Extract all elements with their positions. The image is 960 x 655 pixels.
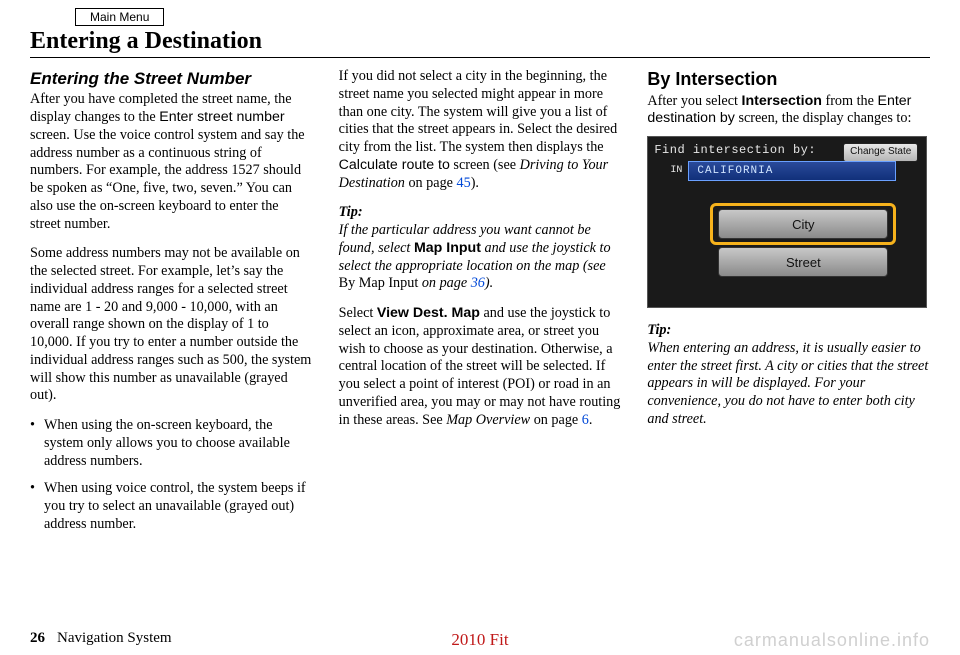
main-menu-button[interactable]: Main Menu	[75, 8, 164, 26]
by-map-input-term: By Map Input	[339, 275, 419, 291]
intersection-term: Intersection	[742, 93, 822, 109]
text: screen. Use the voice control system and…	[30, 127, 305, 232]
nav-city-button[interactable]: City	[718, 209, 888, 239]
col1-para-1: After you have completed the street name…	[30, 91, 313, 233]
col1-heading: Entering the Street Number	[30, 68, 313, 89]
text: When entering an address, it is usually …	[647, 340, 928, 427]
col3-heading: By Intersection	[647, 68, 930, 91]
text: ).	[471, 175, 479, 191]
page-ref-36[interactable]: 36	[471, 275, 485, 291]
text: screen (see	[450, 157, 520, 173]
col2-para-1: If you did not select a city in the begi…	[339, 68, 622, 192]
heading-rule	[30, 57, 930, 58]
column-1: Entering the Street Number After you hav…	[30, 68, 313, 546]
nav-in-label: IN	[670, 165, 682, 178]
col1-list: When using the on-screen keyboard, the s…	[30, 417, 313, 534]
tip-label: Tip:	[647, 322, 671, 338]
text: If you did not select a city in the begi…	[339, 68, 618, 155]
enter-street-number-term: Enter street number	[159, 109, 284, 125]
page-number: 26	[30, 630, 45, 647]
nav-screenshot: Find intersection by: Change State IN CA…	[647, 136, 927, 308]
watermark: carmanualsonline.info	[734, 630, 930, 651]
page-title: Entering a Destination	[30, 28, 930, 55]
tip-label: Tip:	[339, 204, 363, 220]
text: ).	[485, 275, 493, 291]
footer: 26 Navigation System 2010 Fit carmanuals…	[30, 630, 930, 647]
change-state-button[interactable]: Change State	[843, 143, 918, 162]
text: Select	[339, 305, 377, 321]
text: on page	[405, 175, 457, 191]
nav-street-button[interactable]: Street	[718, 247, 888, 277]
text: .	[589, 412, 593, 428]
col2-tip: Tip: If the particular address you want …	[339, 204, 622, 293]
nav-state-field[interactable]: CALIFORNIA	[688, 161, 896, 181]
calculate-route-term: Calculate route to	[339, 157, 450, 173]
nav-title: Find intersection by:	[654, 143, 816, 158]
text: on page	[418, 275, 470, 291]
model-year: 2010 Fit	[451, 630, 508, 650]
page-ref-6[interactable]: 6	[582, 412, 589, 428]
column-3: By Intersection After you select Interse…	[647, 68, 930, 546]
col1-list-item-1: When using the on-screen keyboard, the s…	[30, 417, 313, 470]
col1-list-item-2: When using voice control, the system bee…	[30, 480, 313, 533]
text: screen, the display changes to:	[735, 110, 912, 126]
view-dest-map-term: View Dest. Map	[377, 305, 480, 321]
map-overview-term: Map Overview	[446, 412, 530, 428]
content-columns: Entering the Street Number After you hav…	[30, 68, 930, 546]
text: After you select	[647, 93, 741, 109]
text: on page	[530, 412, 582, 428]
page-ref-45[interactable]: 45	[457, 175, 471, 191]
col1-para-2: Some address numbers may not be availabl…	[30, 245, 313, 405]
col3-para-1: After you select Intersection from the E…	[647, 93, 930, 129]
col3-tip: Tip: When entering an address, it is usu…	[647, 322, 930, 429]
section-label: Navigation System	[57, 630, 172, 647]
text: and use the joystick to select an icon, …	[339, 305, 621, 428]
map-input-term: Map Input	[414, 240, 481, 256]
col2-para-3: Select View Dest. Map and use the joysti…	[339, 305, 622, 429]
column-2: If you did not select a city in the begi…	[339, 68, 622, 546]
text: from the	[822, 93, 878, 109]
